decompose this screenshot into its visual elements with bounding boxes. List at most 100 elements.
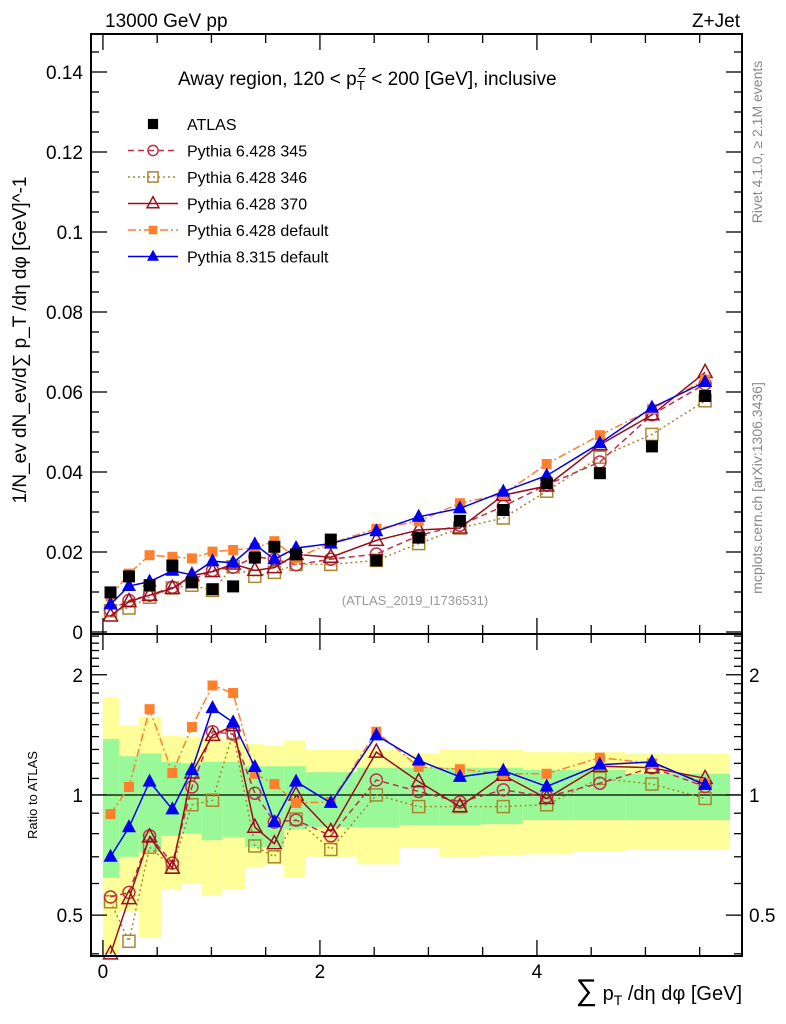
band-inner-bin	[102, 739, 120, 878]
ratio-point	[103, 895, 118, 909]
legend-marker	[147, 171, 159, 183]
energy-label: 13000 GeV pp	[105, 11, 228, 32]
ratio-point	[539, 778, 554, 792]
data-point	[541, 459, 552, 469]
data-point	[248, 569, 262, 584]
ratio-frame	[90, 633, 743, 957]
data-point	[324, 557, 338, 572]
analysis-label: (ATLAS_2019_I1736531)	[342, 593, 488, 608]
series-line	[110, 381, 706, 605]
y-tick-label: 0.02	[46, 543, 83, 564]
label-part: ∑	[576, 974, 597, 1007]
legend-entry-p345: Pythia 6.428 345	[128, 144, 307, 161]
band-inner-bin	[119, 756, 139, 857]
ratio-point	[123, 781, 134, 792]
legend: ATLAS Pythia 6.428 345 Pythia 6.428 346 Pyt…	[128, 117, 329, 267]
data-point	[144, 550, 155, 561]
legend-label: Pythia 6.428 346	[187, 170, 307, 187]
data-point	[412, 531, 425, 544]
ratio-point	[122, 934, 136, 949]
ratio-point	[228, 688, 239, 699]
ratio-point	[410, 772, 427, 788]
ratio-point	[323, 794, 338, 808]
legend-entry-p8def: Pythia 8.315 default	[128, 250, 329, 267]
legend-label: Pythia 6.428 345	[187, 144, 307, 161]
data-point	[322, 547, 340, 563]
legend-label: Pythia 8.315 default	[187, 250, 329, 267]
ratio-point	[205, 724, 220, 739]
ratio-point	[248, 839, 262, 853]
ratio-point	[452, 768, 467, 782]
y-tick-label: 0.08	[46, 303, 83, 324]
band-inner-bin	[222, 761, 246, 837]
series-line	[110, 371, 706, 617]
legend-marker	[147, 249, 159, 261]
data-point	[226, 554, 241, 568]
data-point	[164, 578, 181, 595]
data-point	[207, 546, 218, 557]
data-point	[497, 504, 510, 516]
data-point	[698, 374, 713, 387]
data-point	[185, 576, 198, 589]
band-inner-bin	[356, 767, 400, 828]
ratio-line	[110, 730, 706, 898]
ratio-point	[289, 773, 304, 787]
legend-entry-p6def: Pythia 6.428 default	[128, 223, 329, 240]
data-point	[324, 533, 337, 546]
data-point	[247, 536, 262, 550]
data-point	[540, 477, 553, 490]
x-tick-label: 4	[532, 962, 543, 983]
ratio-point	[141, 827, 158, 843]
ratio-point	[207, 680, 218, 691]
ratio-point	[698, 776, 713, 790]
ratio-point	[593, 771, 607, 786]
ratio-point	[644, 753, 659, 767]
data-point	[369, 523, 384, 537]
ratio-y-tick-label-right: 0.5	[749, 906, 775, 927]
ratio-point	[413, 761, 424, 772]
data-point	[102, 606, 119, 622]
label-part: < 200 [GeV], inclusive	[366, 69, 557, 90]
ratio-point	[267, 814, 282, 828]
data-point	[370, 554, 383, 567]
series-ATLAS	[104, 390, 712, 599]
axis-ticks: 0 0.02 0.04 0.06 0.08 0.1 0.12 0.14 0 2 4 0.5 0.5 1 1 2…	[46, 34, 775, 983]
data-point	[143, 579, 156, 592]
x-tick-label: 2	[315, 962, 326, 983]
ratio-y-tick-label-right: 1	[749, 786, 760, 807]
data-point	[411, 508, 426, 522]
y-tick-label: 0.14	[46, 63, 83, 84]
data-point	[120, 592, 138, 608]
series-p6def	[105, 374, 711, 602]
legend-entry-p346: Pythia 6.428 346	[128, 170, 307, 187]
ratio-point	[103, 890, 118, 904]
label-part: /dη dφ [GeV]	[622, 983, 742, 1005]
y-tick-label: 0.1	[57, 223, 83, 244]
ratio-point	[184, 761, 199, 775]
ratio-point	[289, 813, 303, 827]
ratio-point	[324, 842, 338, 857]
ratio-y-tick-label: 1	[72, 786, 83, 807]
ratio-point	[120, 889, 138, 905]
data-point	[227, 580, 240, 593]
data-point	[645, 440, 658, 453]
ratio-point	[645, 777, 659, 791]
band-inner-bin	[399, 767, 440, 826]
ratio-point	[291, 797, 302, 808]
ratio-point	[142, 773, 157, 787]
ratio-point	[205, 700, 220, 714]
ratio-point	[267, 850, 282, 864]
data-point	[266, 558, 283, 574]
legend-label: ATLAS	[187, 117, 237, 134]
ratio-point	[322, 821, 340, 838]
band-inner-bin	[138, 753, 162, 852]
data-point	[593, 467, 606, 480]
data-point	[205, 553, 220, 567]
data-point	[167, 551, 178, 562]
ratio-uncertainty-bands	[102, 696, 731, 954]
ratio-y-axis-label: Ratio to ATLAS	[25, 751, 40, 839]
ratio-point	[411, 799, 426, 814]
ratio-point	[248, 786, 262, 800]
ratio-series-p370	[102, 716, 714, 960]
ratio-y-tick-label: 2	[72, 666, 83, 687]
